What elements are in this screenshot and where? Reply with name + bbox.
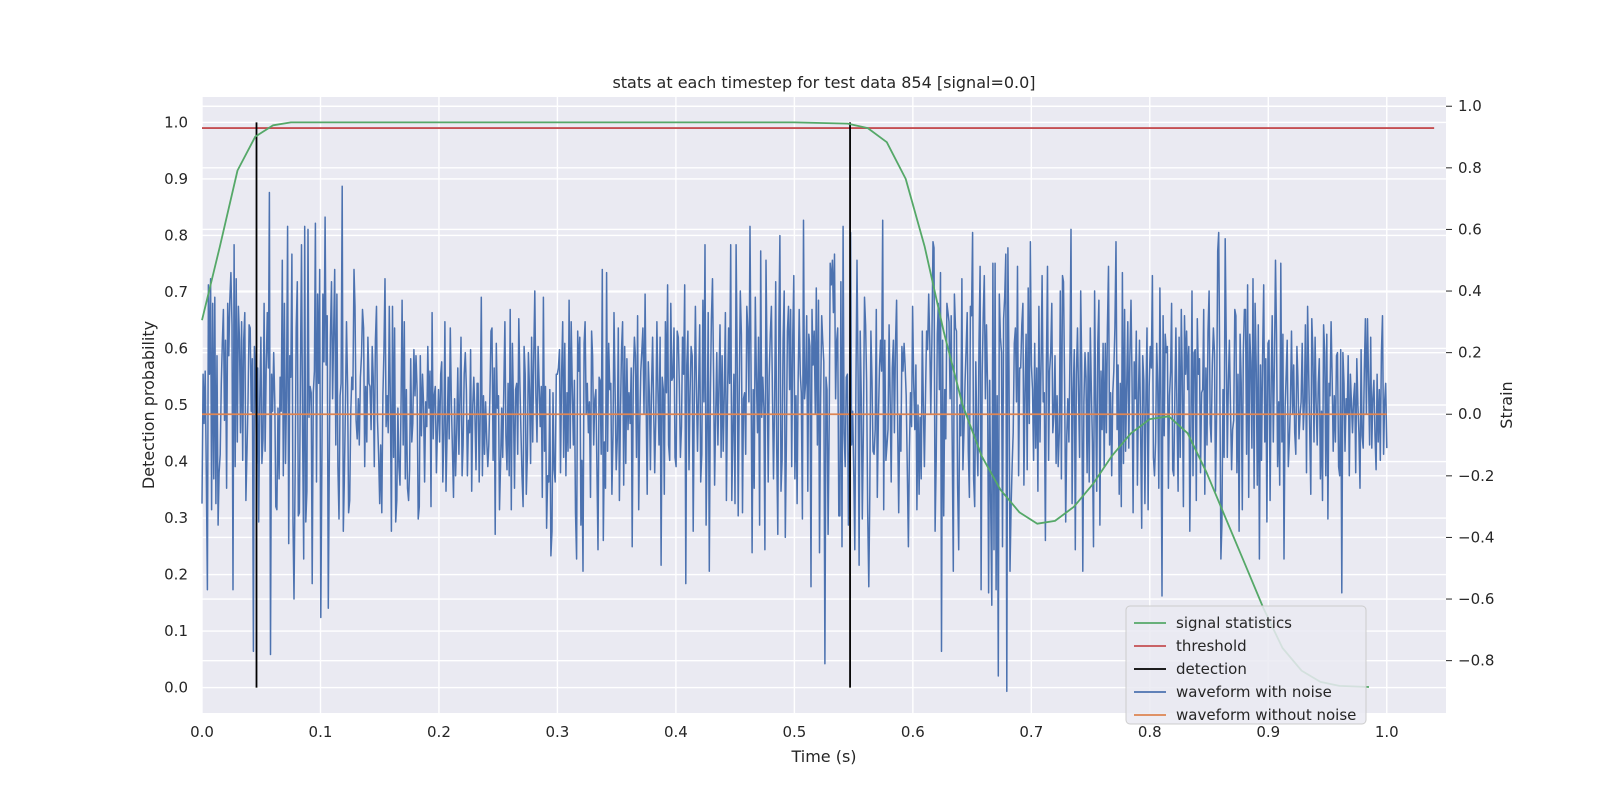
x-tick-label: 0.9 (1256, 723, 1280, 741)
series-waveform-with-noise (201, 185, 1388, 693)
x-tick-label: 0.3 (545, 723, 569, 741)
x-tick-label: 0.1 (309, 723, 333, 741)
x-tick-label: 0.2 (427, 723, 451, 741)
ticks-layer: 0.0 0.1 0.2 0.3 0.4 0.5 0.6 0.7 0.8 0.9 1.0 0.0 0.1 0… (164, 97, 1494, 741)
y-left-tick-label: 0.8 (164, 226, 188, 244)
y-right-tick-label: 0.8 (1458, 159, 1482, 177)
y-left-tick-label: 0.6 (164, 339, 188, 357)
y-right-tick-label: 0.0 (1458, 405, 1482, 423)
y-right-tick-label: 0.4 (1458, 282, 1482, 300)
chart-title: stats at each timestep for test data 854… (612, 73, 1035, 92)
legend: signal statistics threshold detection wavef… (1125, 605, 1367, 725)
legend-label: waveform with noise (1176, 683, 1332, 701)
y-right-tick-label: −0.8 (1458, 652, 1494, 670)
x-tick-label: 0.5 (782, 723, 806, 741)
y-right-tick-label: 0.6 (1458, 220, 1482, 238)
y-left-tick-label: 0.0 (164, 679, 188, 697)
y-left-tick-label: 0.1 (164, 622, 188, 640)
x-tick-label: 0.7 (1019, 723, 1043, 741)
x-tick-label: 0.6 (901, 723, 925, 741)
legend-label: detection (1176, 660, 1247, 678)
y-left-tick-label: 0.2 (164, 566, 188, 584)
legend-label: signal statistics (1176, 614, 1292, 632)
y-right-tick-label: −0.2 (1458, 467, 1494, 485)
series-layer (201, 121, 1435, 693)
y-left-tick-label: 0.7 (164, 283, 188, 301)
legend-label: waveform without noise (1176, 706, 1356, 724)
x-tick-label: 0.0 (190, 723, 214, 741)
y-axis-left-label: Detection probability (139, 321, 158, 489)
x-tick-label: 1.0 (1375, 723, 1399, 741)
series-signal-statistics (201, 121, 1370, 688)
y-axis-right-label: Strain (1497, 381, 1516, 428)
y-left-tick-label: 0.9 (164, 170, 188, 188)
y-left-tick-label: 0.4 (164, 453, 188, 471)
y-right-tick-label: −0.6 (1458, 590, 1494, 608)
y-right-tick-label: −0.4 (1458, 528, 1494, 546)
y-left-tick-label: 0.5 (164, 396, 188, 414)
legend-label: threshold (1176, 637, 1247, 655)
x-tick-label: 0.4 (664, 723, 688, 741)
y-right-tick-label: 0.2 (1458, 344, 1482, 362)
y-right-tick-label: 1.0 (1458, 97, 1482, 115)
y-left-tick-label: 1.0 (164, 113, 188, 131)
y-left-tick-label: 0.3 (164, 509, 188, 527)
x-tick-label: 0.8 (1138, 723, 1162, 741)
x-axis-label: Time (s) (790, 747, 856, 766)
legend-box (1125, 605, 1367, 725)
